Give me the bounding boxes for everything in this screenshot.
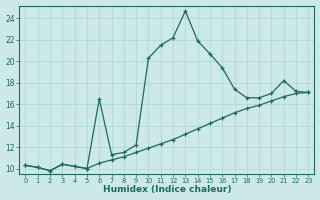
X-axis label: Humidex (Indice chaleur): Humidex (Indice chaleur): [103, 185, 231, 194]
